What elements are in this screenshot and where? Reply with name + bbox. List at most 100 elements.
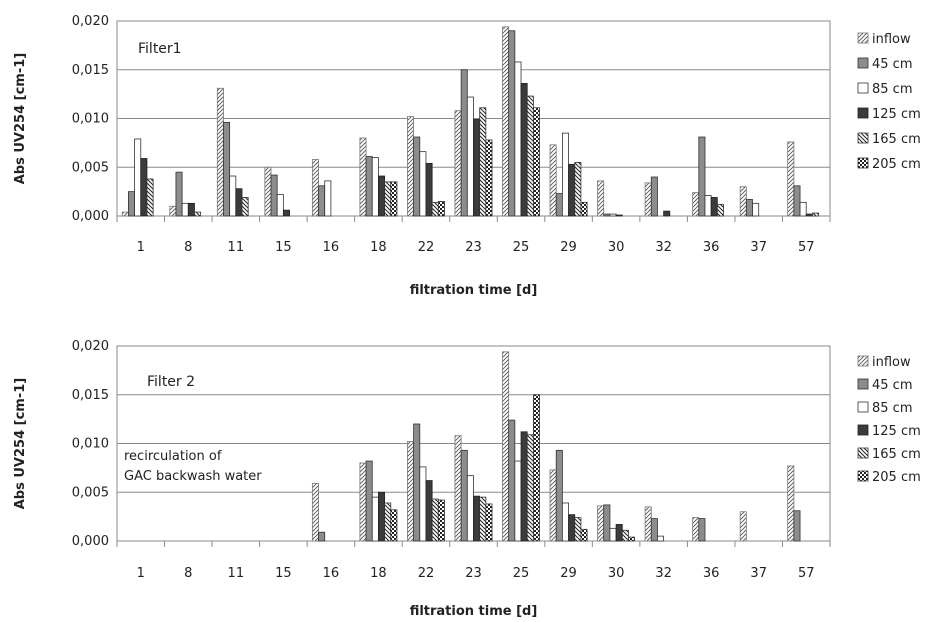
bar (365, 460, 373, 542)
bar (324, 180, 332, 217)
bar (615, 214, 623, 217)
x-tick-label: 32 (655, 566, 672, 581)
y-tick-label: 0,000 (72, 209, 109, 224)
bar (621, 529, 629, 542)
bar (650, 518, 658, 542)
y-tick-label: 0,010 (72, 437, 109, 452)
bar (514, 460, 522, 542)
bar (549, 144, 557, 217)
bar (264, 166, 272, 217)
legend-label: 85 cm (872, 82, 913, 97)
bar (609, 527, 617, 542)
bar (628, 536, 636, 542)
bar (812, 212, 819, 217)
bar (390, 181, 398, 217)
x-tick-label: 1 (137, 566, 145, 581)
bar (241, 197, 249, 217)
bar (454, 435, 462, 542)
bar (508, 419, 516, 542)
x-tick-label: 29 (560, 566, 577, 581)
x-tick-label: 16 (323, 566, 340, 581)
x-tick-label: 18 (370, 240, 387, 255)
bar (793, 510, 801, 542)
x-tick-label: 25 (513, 566, 530, 581)
bar (223, 122, 231, 217)
bar (407, 116, 415, 217)
bar (508, 30, 516, 217)
bar (371, 496, 379, 542)
bar (644, 182, 652, 217)
bar (799, 201, 807, 217)
bar (460, 69, 468, 217)
bar (520, 431, 528, 542)
legend-label: 125 cm (872, 107, 921, 122)
legend-label: 165 cm (872, 447, 921, 462)
legend-label: inflow (872, 32, 911, 47)
bar (235, 188, 243, 217)
x-tick-label: 37 (750, 566, 767, 581)
bar (805, 213, 813, 217)
bar (514, 61, 522, 217)
x-tick-label: 30 (608, 566, 625, 581)
legend-label: 85 cm (872, 401, 913, 416)
y-tick-label: 0,010 (72, 112, 109, 127)
x-tick-label: 15 (275, 566, 292, 581)
bar (739, 511, 747, 542)
bar (580, 528, 588, 542)
x-tick-label: 18 (370, 566, 387, 581)
annotation-text: GAC backwash water (124, 469, 262, 484)
bar (609, 213, 617, 217)
legend-swatch (857, 447, 869, 459)
bar (479, 107, 487, 217)
bar (128, 191, 135, 217)
bar (698, 518, 706, 542)
bar (663, 210, 671, 217)
bar (568, 514, 576, 542)
bar (549, 469, 557, 542)
legend-swatch (857, 424, 869, 436)
x-tick-label: 22 (418, 240, 435, 255)
bar (384, 181, 392, 217)
bar (365, 156, 373, 217)
bar (384, 502, 392, 542)
legend-swatch (857, 82, 869, 94)
x-tick-label: 32 (655, 240, 672, 255)
bar (378, 491, 386, 542)
x-tick-label: 16 (323, 240, 340, 255)
y-tick-label: 0,015 (72, 388, 109, 403)
x-tick-label: 25 (513, 240, 530, 255)
bar (603, 504, 611, 542)
legend-label: 45 cm (872, 378, 913, 393)
bar (532, 394, 540, 542)
bar (568, 163, 576, 217)
legend-label: 125 cm (872, 424, 921, 439)
legend-swatch (857, 57, 869, 69)
bar (466, 96, 474, 217)
y-axis-title: Abs UV254 [cm-1] (13, 378, 28, 510)
bar (710, 197, 718, 217)
legend-swatch (857, 378, 869, 390)
bar (311, 159, 319, 217)
bar (485, 139, 493, 217)
bar (485, 503, 493, 542)
x-tick-label: 22 (418, 566, 435, 581)
bar (175, 171, 183, 217)
bar (752, 202, 760, 217)
bar (502, 26, 510, 217)
bar (555, 449, 563, 542)
bar (146, 178, 154, 217)
bar (437, 499, 445, 542)
bar (555, 193, 563, 217)
bar (121, 211, 129, 217)
bar (140, 158, 148, 217)
bar (502, 351, 510, 542)
legend-swatch (857, 355, 869, 367)
bar (479, 496, 487, 542)
bar (561, 502, 569, 542)
bar (466, 475, 474, 542)
bar (181, 202, 189, 217)
bar (359, 462, 367, 542)
bar (597, 180, 605, 217)
bar (793, 185, 801, 217)
